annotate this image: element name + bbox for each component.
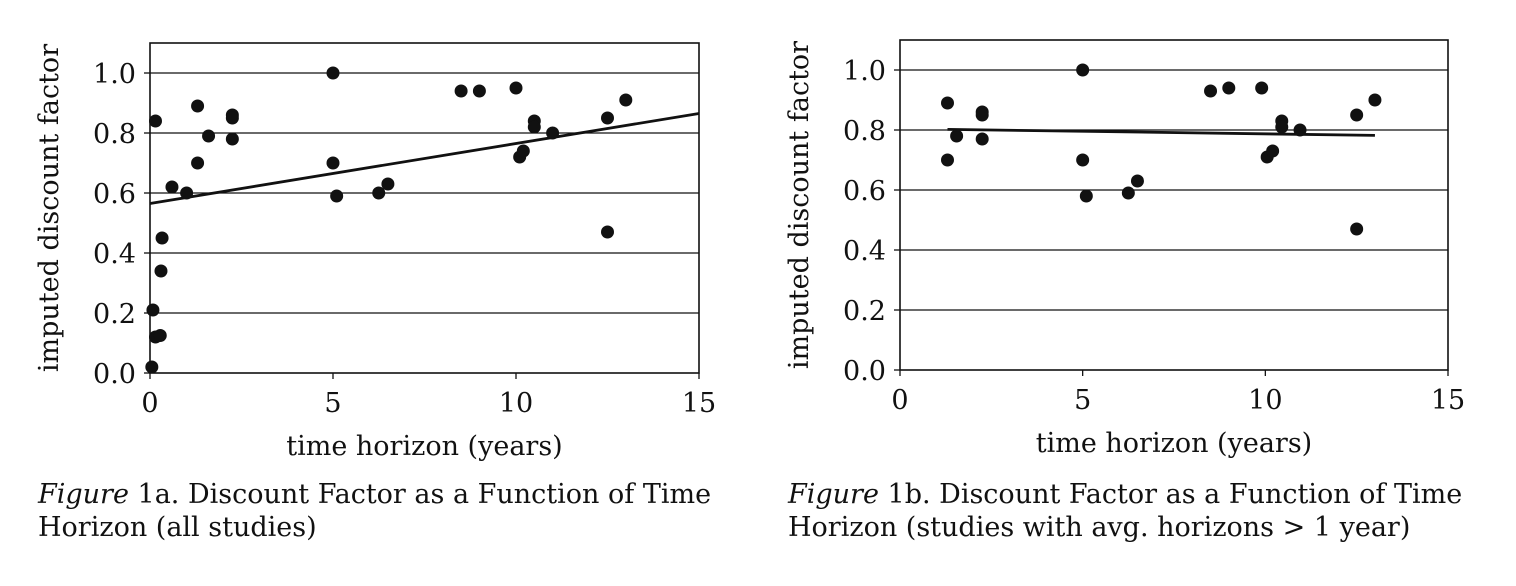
data-point xyxy=(1293,123,1307,137)
trend-line xyxy=(149,112,700,205)
data-point xyxy=(1350,222,1364,236)
data-point xyxy=(1222,81,1236,95)
data-point xyxy=(1076,153,1090,167)
data-point xyxy=(1255,81,1269,95)
data-point xyxy=(1121,186,1135,200)
data-point xyxy=(1076,63,1090,77)
x-axis-label: time horizon (years) xyxy=(286,431,562,462)
x-tick-label: 0 xyxy=(891,385,908,416)
y-tick-label: 0.2 xyxy=(843,296,886,327)
caption-figure-number: 1a. xyxy=(137,479,180,510)
caption-line-1: Discount Factor as a Function of Time xyxy=(187,479,712,510)
plot-frame xyxy=(149,42,700,374)
data-point xyxy=(472,84,486,98)
caption-figure-word: Figure xyxy=(788,479,879,510)
data-point xyxy=(381,177,395,191)
data-point xyxy=(1368,93,1382,107)
figure-1a-caption: Figure 1a. Discount Factor as a Function… xyxy=(38,478,738,544)
data-point xyxy=(326,66,340,80)
data-point xyxy=(225,132,239,146)
y-tick-label: 0.0 xyxy=(93,359,136,390)
y-tick-label: 0.0 xyxy=(843,356,886,387)
data-point xyxy=(1266,144,1280,158)
y-tick-label: 0.6 xyxy=(843,176,886,207)
data-point xyxy=(1204,84,1218,98)
data-point xyxy=(145,360,159,374)
caption-figure-word: Figure xyxy=(38,479,129,510)
data-point xyxy=(601,111,614,125)
data-point xyxy=(516,144,530,158)
data-point xyxy=(191,156,205,170)
data-point xyxy=(330,189,344,203)
data-point xyxy=(619,93,633,107)
x-tick-label: 10 xyxy=(499,388,533,419)
data-point xyxy=(509,81,523,95)
data-point xyxy=(191,99,205,113)
data-point xyxy=(1350,108,1364,122)
y-tick-label: 0.8 xyxy=(843,116,886,147)
y-tick-label: 0.2 xyxy=(93,299,136,330)
scatter-chart-1b: 0.0 0.2 0.4 0.6 0.8 1.0 0 5 10 15 time horizon (ye… xyxy=(784,39,1465,459)
data-point xyxy=(225,111,239,125)
x-tick-label: 5 xyxy=(324,388,341,419)
scatter-chart-1a: 0.0 0.2 0.4 0.6 0.8 1.0 0 5 10 15 time horizon (ye… xyxy=(34,42,716,462)
data-point xyxy=(601,225,614,239)
data-point xyxy=(1079,189,1093,203)
data-point xyxy=(940,153,954,167)
x-tick-label: 15 xyxy=(682,388,716,419)
x-tick-label: 10 xyxy=(1248,385,1282,416)
x-tick-label: 5 xyxy=(1074,385,1091,416)
x-axis-label: time horizon (years) xyxy=(1036,428,1312,459)
y-tick-label: 1.0 xyxy=(843,56,886,87)
data-point xyxy=(454,84,468,98)
caption-line-2: Horizon (all studies) xyxy=(38,512,317,543)
data-point xyxy=(940,96,954,110)
caption-line-1: Discount Factor as a Function of Time xyxy=(939,479,1463,510)
data-point xyxy=(165,180,179,194)
y-tick-label: 1.0 xyxy=(93,59,136,90)
data-point xyxy=(202,129,216,143)
data-point xyxy=(148,114,162,128)
data-point xyxy=(153,329,167,342)
data-point xyxy=(180,186,194,200)
data-point xyxy=(546,126,560,140)
y-tick-label: 0.4 xyxy=(93,239,136,270)
y-tick-label: 0.4 xyxy=(843,236,886,267)
data-point xyxy=(1130,174,1144,188)
x-tick-label: 0 xyxy=(141,388,158,419)
data-point xyxy=(372,186,386,200)
figure-1b-caption: Figure 1b. Discount Factor as a Function… xyxy=(788,478,1488,544)
data-point xyxy=(146,303,160,317)
data-point xyxy=(975,132,989,146)
y-axis-label: imputed discount factor xyxy=(34,44,65,372)
y-axis-label: imputed discount factor xyxy=(784,41,815,369)
y-tick-label: 0.6 xyxy=(93,179,136,210)
x-tick-label: 15 xyxy=(1431,385,1465,416)
data-point xyxy=(326,156,340,170)
caption-figure-number: 1b. xyxy=(887,479,931,510)
data-point xyxy=(527,120,541,134)
caption-line-2: Horizon (studies with avg. horizons > 1 … xyxy=(788,512,1411,543)
plot-frame xyxy=(899,39,1449,371)
data-point xyxy=(975,108,989,122)
y-tick-label: 0.8 xyxy=(93,119,136,150)
data-point xyxy=(950,129,964,143)
data-point xyxy=(154,264,168,278)
data-point xyxy=(155,231,169,245)
data-point xyxy=(1275,120,1289,134)
